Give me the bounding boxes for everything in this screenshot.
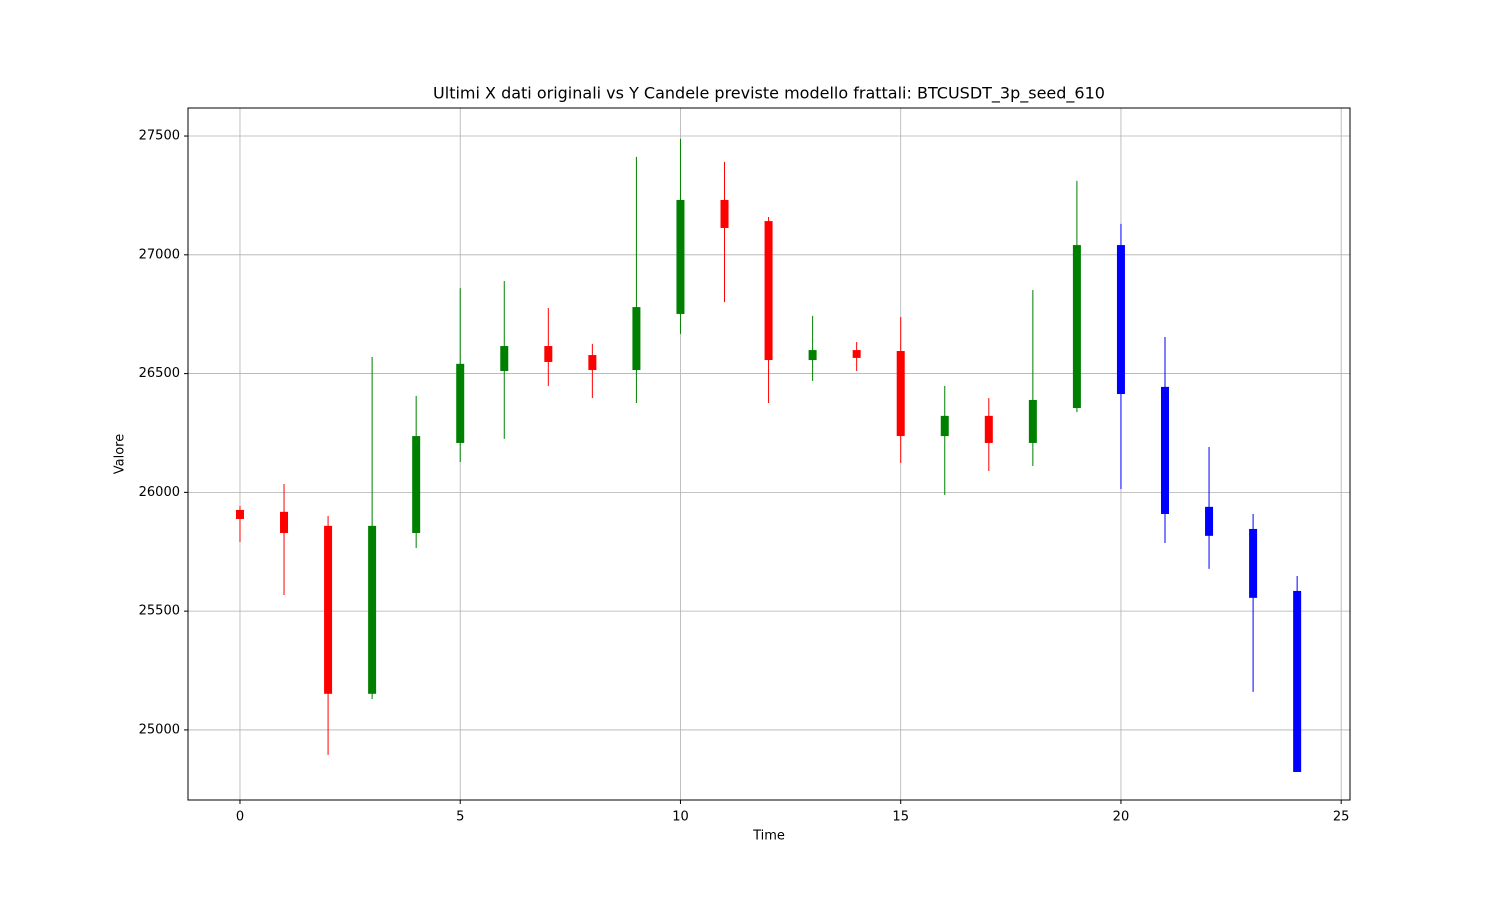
y-tick-label: 27500 [139, 129, 180, 144]
x-tick-label: 25 [1333, 810, 1350, 825]
x-tick-label: 5 [456, 810, 464, 825]
y-tick-label: 26500 [139, 366, 180, 381]
x-tick-label: 20 [1113, 810, 1130, 825]
candle-body [1072, 245, 1081, 409]
candle-body [544, 346, 553, 362]
y-tick-label: 27000 [139, 247, 180, 262]
candle-body [500, 346, 509, 371]
candle-body [896, 351, 905, 437]
candle-body [940, 415, 949, 437]
candle-body [456, 363, 465, 443]
chart-title: Ultimi X dati originali vs Y Candele pre… [433, 84, 1105, 104]
x-tick-label: 15 [892, 810, 909, 825]
x-tick-label: 0 [236, 810, 244, 825]
candle-body [588, 355, 597, 371]
candle-body [1028, 399, 1037, 443]
candle-body [984, 415, 993, 443]
candle-body [852, 350, 861, 358]
candle-body [324, 525, 333, 694]
candle-body [412, 436, 421, 533]
x-tick-label: 10 [672, 810, 689, 825]
y-tick-label: 26000 [139, 485, 180, 500]
candle-body [368, 525, 377, 694]
y-tick-label: 25000 [139, 722, 180, 737]
candle-body [1249, 528, 1258, 598]
y-tick-label: 25500 [139, 604, 180, 619]
candle-body [632, 307, 641, 371]
candle-body [1116, 245, 1125, 395]
candle-body [764, 221, 773, 361]
candle-body [1160, 386, 1169, 514]
candle-body [808, 350, 817, 361]
candle-body [280, 511, 289, 533]
candle-body [720, 199, 729, 228]
plot-frame [187, 107, 1351, 801]
candle-body [235, 509, 244, 519]
x-axis-label: Time [752, 829, 785, 844]
candle-body [1205, 506, 1214, 536]
candle-body [1293, 590, 1302, 772]
candle-body [676, 199, 685, 314]
y-axis-label: Valore [113, 434, 128, 474]
